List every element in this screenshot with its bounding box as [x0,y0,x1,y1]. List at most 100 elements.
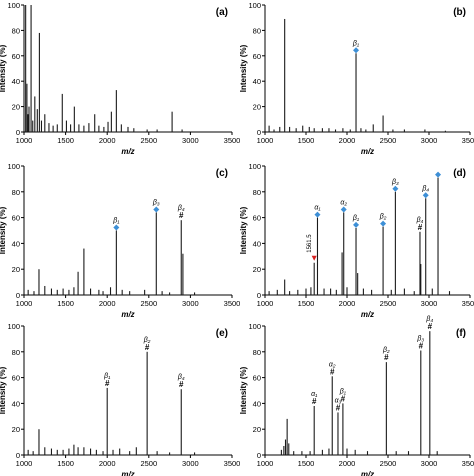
fragment-label: β₁ [352,40,360,47]
fragment-label: β₂ [143,337,151,344]
y-tick-label: 60 [12,374,20,383]
y-tick-label: 0 [16,291,20,300]
x-tick-label: 1500 [298,459,315,468]
x-axis-title: m/z [361,147,374,156]
fragment-hash-marker: # [341,394,346,403]
fragment-diamond-marker [113,224,120,231]
x-tick-label: 1500 [57,136,74,145]
x-tick-label: 1000 [257,459,274,468]
fragment-diamond-marker [340,206,347,213]
fragment-label: β₁ [352,215,360,222]
fragment-label: α₃ [335,397,342,404]
fragment-hash-marker: # [428,322,433,331]
fragment-diamond-marker [353,47,360,54]
fragment-diamond-marker [392,185,399,192]
y-axis-title: Intensity (%) [0,206,7,254]
x-tick-label: 1000 [16,299,33,308]
fragment-hash-marker: # [336,403,341,412]
peak-mass-label: 1561.5 [307,234,313,253]
fragment-label: β₃ [152,199,160,206]
panel-label: (b) [453,7,466,18]
y-tick-label: 40 [253,399,261,408]
x-tick-label: 1000 [16,136,33,145]
fragment-hash-marker: # [179,380,184,389]
x-tick-label: 1500 [57,299,74,308]
panel-label: (e) [216,328,228,339]
fragment-label: β₃ [391,179,399,186]
y-tick-label: 40 [12,239,20,248]
x-tick-label: 3500 [224,459,241,468]
panel-e: 0 20 40 60 80 100 1000 1500 2000 2500 3000 3500 Inte… [0,322,240,476]
fragment-hash-marker: # [105,379,110,388]
y-tick-label: 60 [253,374,261,383]
x-tick-label: 3000 [182,136,199,145]
x-tick-label: 3500 [224,136,241,145]
y-tick-label: 80 [12,26,20,35]
y-tick-label: 40 [253,239,261,248]
x-tick-label: 3000 [421,459,438,468]
x-axis-title: m/z [121,310,134,319]
x-tick-label: 3500 [224,299,241,308]
x-tick-label: 2000 [99,299,116,308]
y-tick-label: 20 [253,265,261,274]
fragment-label: α₁ [311,391,318,398]
fragment-label: β₂ [379,214,387,221]
x-tick-label: 2500 [140,136,157,145]
x-tick-label: 3000 [182,459,199,468]
x-tick-label: 1500 [298,299,315,308]
fragment-label: β₄ [425,316,433,323]
panel-b: 0 20 40 60 80 100 1000 1500 2000 2500 3000 3500 Inte… [239,1,474,156]
y-axis-title: Intensity (%) [239,206,248,254]
y-tick-label: 0 [257,291,261,300]
x-tick-label: 2000 [99,136,116,145]
x-tick-label: 1000 [257,299,274,308]
fragment-label: β₁ [103,373,111,380]
x-tick-label: 2500 [380,299,397,308]
y-tick-label: 60 [12,214,20,223]
fragment-label: α₂ [329,361,336,368]
fragment-label: β₂ [382,347,390,354]
x-axis-title: m/z [121,147,134,156]
panel-label: (a) [216,7,228,18]
x-tick-label: 2000 [339,136,356,145]
fragment-hash-marker: # [419,342,424,351]
y-tick-label: 40 [12,77,20,86]
x-tick-label: 2000 [339,299,356,308]
x-tick-label: 2500 [380,136,397,145]
fragment-hash-marker: # [384,353,389,362]
fragment-label: β₄ [177,374,185,381]
y-tick-label: 60 [253,214,261,223]
y-tick-label: 60 [253,52,261,61]
x-tick-label: 3500 [462,299,474,308]
y-tick-label: 80 [253,188,261,197]
y-tick-label: 100 [7,322,20,331]
x-tick-label: 3000 [421,136,438,145]
y-tick-label: 100 [248,1,261,10]
x-tick-label: 3500 [462,136,474,145]
x-tick-label: 2500 [380,459,397,468]
panel-d: 0 20 40 60 80 100 1000 1500 2000 2500 3000 3500 Inte… [239,162,474,319]
fragment-label: α₂ [340,199,347,206]
x-axis-title: m/z [361,310,374,319]
fragment-diamond-marker [314,211,321,218]
x-tick-label: 3000 [182,299,199,308]
y-tick-label: 100 [7,1,20,10]
y-tick-label: 20 [253,425,261,434]
y-tick-label: 20 [12,425,20,434]
fragment-arrow-marker [311,255,317,261]
fragment-diamond-marker [435,171,442,178]
x-tick-label: 3500 [462,459,474,468]
panel-label: (f) [456,328,466,339]
fragment-label: β₄ [421,185,429,192]
panel-a: 0 20 40 60 80 100 1000 1500 2000 2500 3000 3500 Inte… [0,1,240,156]
fragment-label: β₁ [112,218,120,225]
fragment-diamond-marker [153,206,160,213]
y-axis-title: Intensity (%) [0,366,7,414]
y-tick-label: 20 [12,103,20,112]
fragment-diamond-marker [422,192,429,199]
x-axis-title: m/z [361,470,374,476]
fragment-hash-marker: # [145,343,150,352]
fragment-hash-marker: # [312,397,317,406]
x-tick-label: 3000 [421,299,438,308]
